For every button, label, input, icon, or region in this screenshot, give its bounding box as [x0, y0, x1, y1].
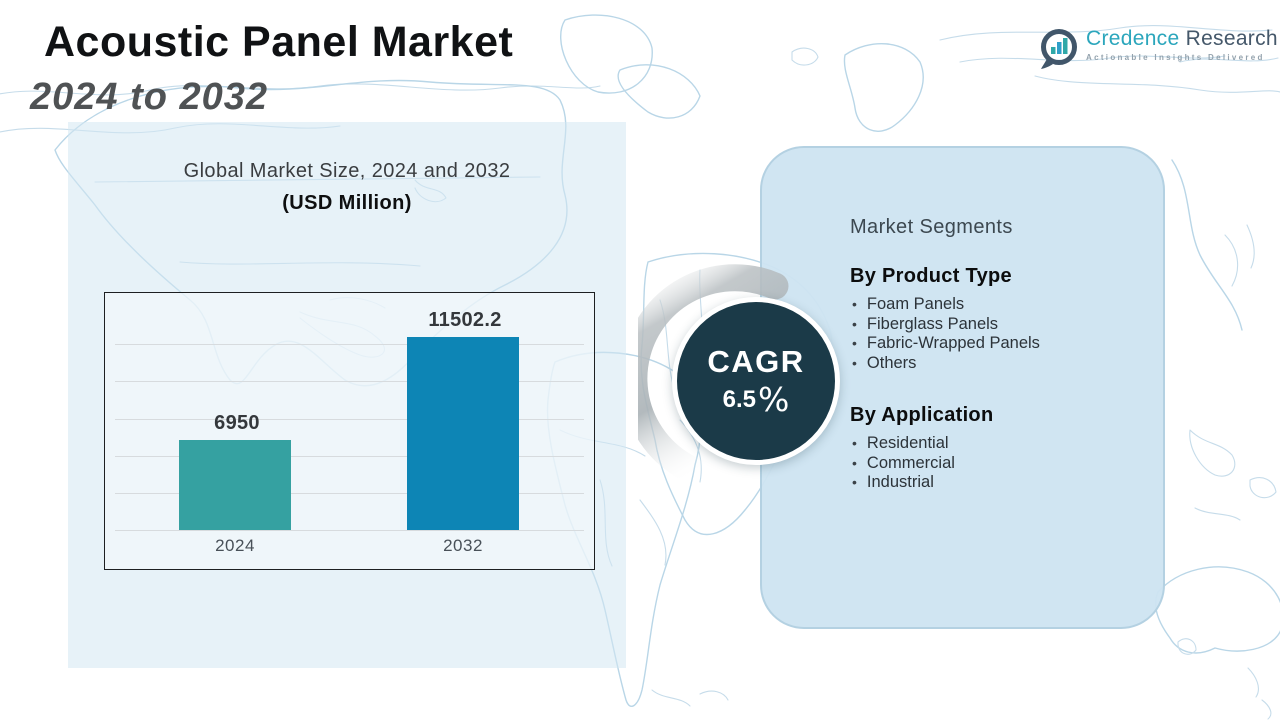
- bullet-icon: •: [852, 335, 857, 351]
- bar-value-2024: 6950: [214, 412, 260, 434]
- cagr-label: CAGR: [707, 344, 805, 379]
- brand-tagline: Actionable Insights Delivered: [1086, 53, 1265, 62]
- cagr-value: 6.5%: [722, 380, 790, 419]
- gridline: [115, 530, 584, 531]
- gridline: [115, 456, 584, 457]
- page-subtitle: 2024 to 2032: [30, 76, 269, 118]
- list-item: • Industrial: [852, 473, 934, 491]
- bar: [407, 337, 519, 530]
- list-item: • Commercial: [852, 453, 955, 472]
- plot-area: 6950 11502.2 2024 2032: [104, 292, 595, 570]
- list-item: • Others: [852, 353, 917, 372]
- list-item: • Residential: [852, 434, 949, 452]
- chart-title: Global Market Size, 2024 and 2032 (USD M…: [68, 160, 626, 215]
- segment-group-application: By Application • Residential • Commercial …: [850, 404, 1139, 493]
- segment-heading: By Application: [850, 404, 994, 426]
- segments-title: Market Segments: [850, 216, 1013, 238]
- gridline: [115, 493, 584, 494]
- chart-title-line1: Global Market Size, 2024 and 2032: [183, 160, 511, 182]
- x-axis-label-2024: 2024: [215, 536, 255, 555]
- bullet-icon: •: [852, 296, 857, 312]
- gridline: [115, 344, 584, 345]
- bullet-icon: •: [852, 474, 857, 490]
- brand-logo: Credence Research Actionable Insights De…: [1038, 28, 1278, 77]
- bullet-icon: •: [852, 354, 857, 371]
- list-item: • Fabric-Wrapped Panels: [852, 334, 1040, 352]
- bar: [179, 440, 291, 530]
- chart-units-label: (USD Million): [282, 192, 412, 214]
- bullet-icon: •: [852, 315, 857, 332]
- cagr-crescent-accent: [638, 264, 789, 493]
- segment-heading: By Product Type: [850, 265, 1012, 287]
- gridline: [115, 419, 584, 420]
- gridline: [115, 381, 584, 382]
- bar-value-2032: 11502.2: [428, 309, 502, 331]
- list-item: • Foam Panels: [852, 295, 965, 313]
- brand-name: Credence Research: [1086, 27, 1278, 50]
- x-axis-label-2032: 2032: [443, 536, 483, 555]
- percent-sign: %: [758, 380, 790, 419]
- page-title: Acoustic Panel Market: [44, 18, 514, 66]
- list-item: • Fiberglass Panels: [852, 314, 999, 333]
- cagr-badge: CAGR 6.5%: [672, 297, 840, 465]
- segment-group-product-type: By Product Type • Foam Panels • Fiberglass…: [850, 265, 1139, 373]
- bar-chart-bubble-icon: [1038, 28, 1080, 77]
- bullet-icon: •: [852, 435, 857, 451]
- bullet-icon: •: [852, 454, 857, 471]
